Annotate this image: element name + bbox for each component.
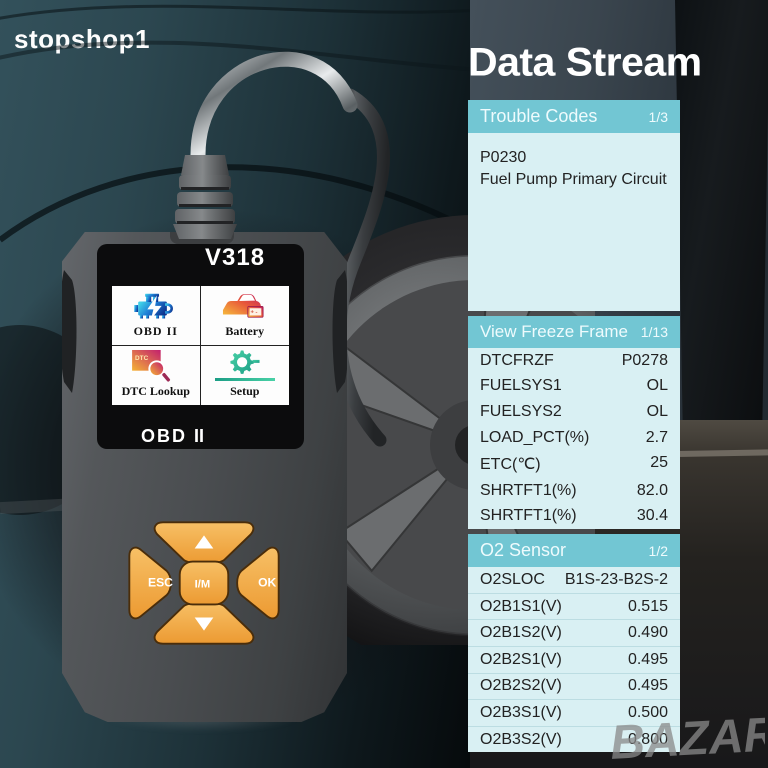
svg-text:ESC: ESC: [148, 576, 173, 590]
svg-text:OK: OK: [258, 576, 276, 590]
svg-text:+ -: + -: [251, 309, 258, 315]
svg-text:DTC: DTC: [135, 355, 149, 362]
svg-text:I/M: I/M: [195, 579, 211, 591]
svg-text:BAZAR: BAZAR: [609, 708, 765, 768]
